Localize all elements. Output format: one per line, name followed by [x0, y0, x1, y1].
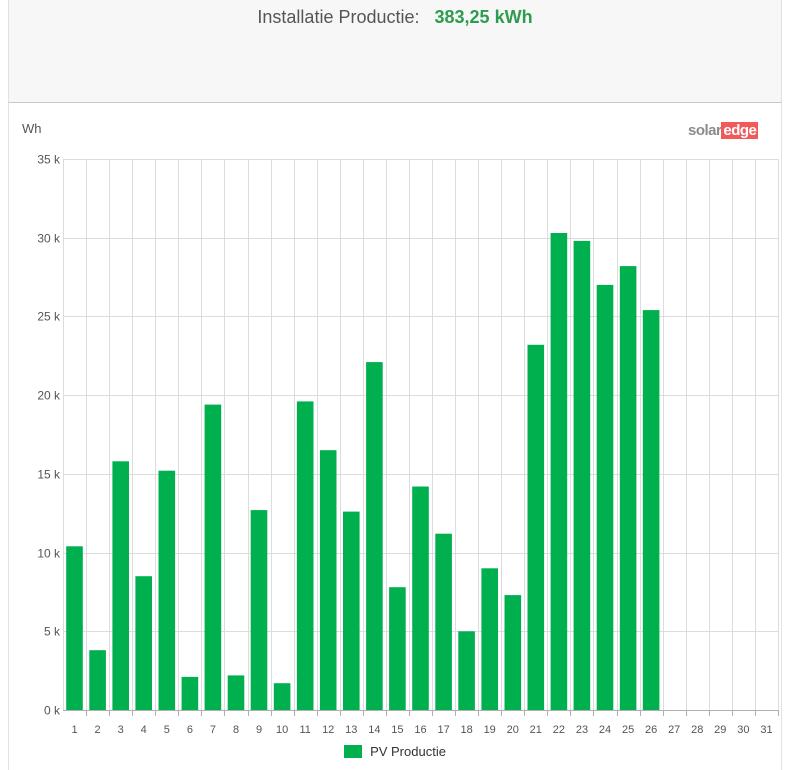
bar [227, 675, 245, 710]
x-tick-label: 2 [95, 724, 101, 736]
bar [596, 284, 614, 710]
bar [412, 486, 429, 710]
bar [481, 568, 498, 710]
bar [435, 533, 452, 710]
y-tick-label: 30 k [37, 232, 61, 246]
y-tick-label: 15 k [37, 468, 61, 482]
solaredge-logo: solar edge [688, 122, 759, 139]
x-tick-label: 17 [437, 724, 449, 736]
y-tick-label: 10 k [37, 547, 61, 561]
y-tick-label: 20 k [37, 389, 61, 403]
x-tick-label: 31 [760, 724, 772, 736]
bar [135, 576, 152, 710]
bar [366, 362, 383, 710]
x-tick-label: 8 [233, 724, 239, 736]
x-tick-label: 9 [256, 724, 262, 736]
production-header: Installatie Productie: 383,25 kWh [8, 0, 782, 103]
bar [181, 676, 199, 710]
x-tick-label: 15 [391, 724, 403, 736]
bar [619, 266, 637, 710]
production-bar-chart: 0 k5 k10 k15 k20 k25 k30 k35 k1 2 3 4 5 6 7 8 9 1… [37, 153, 779, 736]
x-tick-label: 3 [118, 724, 124, 736]
bar [296, 401, 314, 710]
x-tick-label: 10 [276, 724, 288, 736]
x-tick-label: 28 [691, 724, 703, 736]
bar [573, 240, 591, 710]
x-tick-label: 29 [714, 724, 726, 736]
x-tick-label: 22 [553, 724, 565, 736]
x-tick-label: 6 [187, 724, 193, 736]
y-tick-label: 25 k [37, 310, 61, 324]
y-tick-label: 5 k [44, 625, 61, 639]
x-tick-label: 7 [210, 724, 216, 736]
bar [204, 404, 222, 710]
x-tick-label: 1 [71, 724, 77, 736]
x-tick-label: 20 [507, 724, 519, 736]
production-summary: Installatie Productie: 383,25 kWh [9, 7, 781, 28]
legend-swatch [344, 745, 363, 758]
bar [158, 470, 176, 710]
bar [642, 310, 660, 710]
bar [458, 631, 475, 710]
bar [389, 587, 406, 710]
bar [504, 595, 522, 710]
bar [343, 511, 360, 710]
bar [66, 546, 83, 710]
bar [112, 461, 129, 710]
y-tick-label: 0 k [44, 704, 61, 718]
bar [527, 344, 545, 710]
chart-panel [8, 103, 782, 770]
x-tick-label: 21 [530, 724, 542, 736]
x-tick-label: 26 [645, 724, 657, 736]
bar [250, 510, 268, 710]
legend-label: PV Productie [370, 744, 446, 759]
production-value: 383,25 kWh [434, 7, 533, 27]
x-tick-label: 5 [164, 724, 170, 736]
x-tick-label: 14 [368, 724, 380, 736]
x-tick-label: 13 [345, 724, 357, 736]
x-tick-label: 19 [484, 724, 496, 736]
x-tick-label: 12 [322, 724, 334, 736]
x-tick-label: 27 [668, 724, 680, 736]
x-tick-label: 30 [737, 724, 749, 736]
x-tick-label: 25 [622, 724, 634, 736]
x-tick-label: 24 [599, 724, 611, 736]
chart-legend[interactable]: PV Productie [0, 744, 790, 759]
x-tick-label: 4 [141, 724, 147, 736]
x-tick-label: 11 [299, 724, 310, 736]
bar [273, 683, 291, 710]
bar [550, 233, 568, 710]
y-tick-label: 35 k [37, 153, 61, 167]
x-tick-label: 18 [460, 724, 472, 736]
x-tick-label: 23 [576, 724, 588, 736]
bar [319, 450, 337, 710]
bar [89, 650, 106, 710]
production-label: Installatie Productie: [257, 7, 420, 27]
y-axis-unit-label: Wh [22, 121, 42, 136]
x-tick-label: 16 [414, 724, 426, 736]
